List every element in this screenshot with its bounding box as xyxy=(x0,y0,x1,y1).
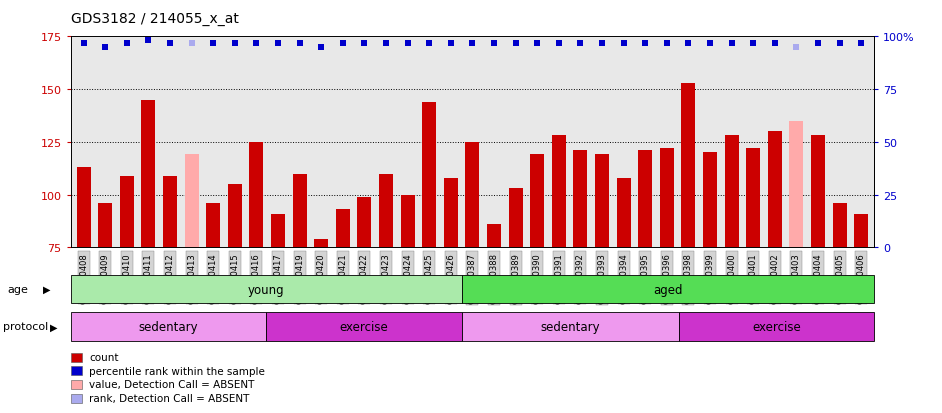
Bar xyxy=(228,185,242,248)
Bar xyxy=(703,153,717,248)
Text: sedentary: sedentary xyxy=(541,320,600,333)
Bar xyxy=(462,313,679,341)
Bar xyxy=(789,121,804,248)
Text: count: count xyxy=(89,352,119,362)
Bar xyxy=(854,214,869,248)
Bar xyxy=(574,151,588,248)
Text: age: age xyxy=(8,285,28,294)
Bar xyxy=(833,204,847,248)
Text: aged: aged xyxy=(653,283,683,296)
Bar xyxy=(509,189,523,248)
Text: young: young xyxy=(248,283,284,296)
Bar xyxy=(76,168,90,248)
Bar xyxy=(768,132,782,248)
Bar xyxy=(724,136,739,248)
Bar xyxy=(681,83,695,248)
Bar xyxy=(400,195,414,248)
Bar xyxy=(357,197,371,248)
Bar xyxy=(462,275,874,304)
Text: exercise: exercise xyxy=(752,320,801,333)
Bar xyxy=(315,240,328,248)
Text: ▶: ▶ xyxy=(43,285,51,294)
Bar xyxy=(552,136,566,248)
Bar xyxy=(659,149,674,248)
Bar xyxy=(811,136,825,248)
Bar xyxy=(293,174,307,248)
Text: protocol: protocol xyxy=(3,322,48,332)
Text: value, Detection Call = ABSENT: value, Detection Call = ABSENT xyxy=(89,380,255,389)
Bar xyxy=(120,176,134,248)
Bar xyxy=(595,155,609,248)
Bar xyxy=(465,142,479,248)
Text: rank, Detection Call = ABSENT: rank, Detection Call = ABSENT xyxy=(89,393,250,403)
Bar xyxy=(638,151,652,248)
Bar xyxy=(617,178,630,248)
Bar xyxy=(98,204,112,248)
Bar xyxy=(530,155,544,248)
Bar xyxy=(71,313,266,341)
Bar xyxy=(141,100,155,248)
Bar xyxy=(679,313,874,341)
Bar xyxy=(250,142,264,248)
Bar xyxy=(379,174,393,248)
Bar xyxy=(163,176,177,248)
Bar xyxy=(487,225,501,248)
Text: exercise: exercise xyxy=(339,320,388,333)
Bar xyxy=(746,149,760,248)
Bar xyxy=(71,275,462,304)
Text: percentile rank within the sample: percentile rank within the sample xyxy=(89,366,266,376)
Bar xyxy=(206,204,220,248)
Text: sedentary: sedentary xyxy=(138,320,198,333)
Bar xyxy=(335,210,349,248)
Bar xyxy=(422,102,436,248)
Bar xyxy=(444,178,458,248)
Bar xyxy=(185,155,199,248)
Text: ▶: ▶ xyxy=(50,322,57,332)
Text: GDS3182 / 214055_x_at: GDS3182 / 214055_x_at xyxy=(71,12,238,26)
Bar xyxy=(266,313,462,341)
Bar xyxy=(271,214,285,248)
